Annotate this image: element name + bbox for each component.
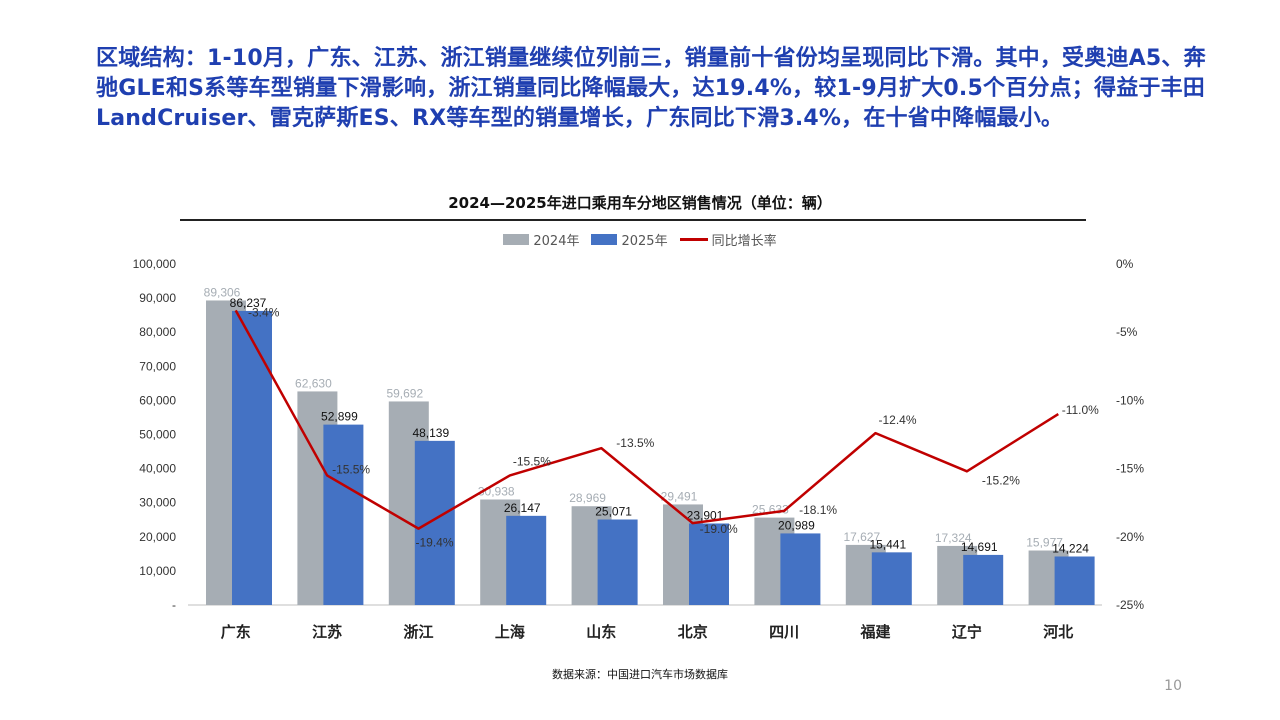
legend-label-2024: 2024年 bbox=[533, 234, 580, 249]
y-left-tick-label: 40,000 bbox=[139, 462, 176, 476]
bar-2025-value-label: 14,691 bbox=[961, 540, 998, 554]
bar-2025-value-label: 26,147 bbox=[504, 501, 541, 515]
growth-rate-value-label: -15.2% bbox=[982, 473, 1020, 487]
legend-swatch-2025 bbox=[591, 234, 618, 245]
page-number: 10 bbox=[1164, 678, 1182, 694]
y-right-tick-label: -20% bbox=[1116, 530, 1144, 544]
bar-2025 bbox=[506, 515, 547, 605]
bar-2024-value-label: 89,306 bbox=[204, 285, 241, 299]
bar-2024-value-label: 28,969 bbox=[569, 491, 606, 505]
x-category-label: 江苏 bbox=[312, 623, 342, 641]
x-category-label: 浙江 bbox=[403, 623, 433, 641]
y-right-tick-label: -10% bbox=[1116, 393, 1144, 407]
y-right-tick-label: -5% bbox=[1116, 325, 1138, 339]
bar-2025-value-label: 14,224 bbox=[1052, 541, 1089, 555]
x-category-label: 山东 bbox=[586, 623, 616, 641]
bar-2024-value-label: 59,692 bbox=[386, 386, 423, 400]
legend-swatch-growth bbox=[679, 238, 708, 241]
legend-item-2025: 2025年 bbox=[591, 230, 668, 249]
growth-rate-value-label: -3.4% bbox=[248, 305, 280, 319]
y-left-tick-label: 90,000 bbox=[139, 291, 176, 305]
growth-rate-value-label: -15.5% bbox=[513, 454, 551, 468]
growth-rate-value-label: -19.4% bbox=[415, 536, 453, 550]
y-left-tick-label: 50,000 bbox=[139, 428, 176, 442]
headline-text: 区域结构：1-10月，广东、江苏、浙江销量继续位列前三，销量前十省份均呈现同比下… bbox=[96, 46, 1206, 131]
growth-rate-value-label: -12.4% bbox=[878, 413, 916, 427]
bar-2025 bbox=[232, 310, 272, 605]
legend-item-growth: 同比增长率 bbox=[679, 230, 777, 249]
bar-2025 bbox=[780, 533, 821, 605]
bar-2024-value-label: 29,491 bbox=[661, 489, 698, 503]
growth-rate-value-label: -15.5% bbox=[332, 462, 370, 476]
bar-2025 bbox=[871, 552, 912, 605]
legend-label-2025: 2025年 bbox=[621, 234, 668, 249]
x-category-label: 辽宁 bbox=[952, 623, 982, 641]
y-left-tick-label: 100,000 bbox=[133, 257, 177, 271]
chart-title: 2024—2025年进口乘用车分地区销售情况（单位：辆） bbox=[448, 194, 832, 212]
x-category-label: 广东 bbox=[221, 623, 251, 641]
x-category-label: 北京 bbox=[678, 623, 708, 641]
y-right-tick-label: 0% bbox=[1116, 257, 1134, 271]
chart-legend: 2024年 2025年 同比增长率 bbox=[0, 230, 1280, 249]
bar-2025 bbox=[414, 440, 455, 605]
x-category-label: 福建 bbox=[859, 623, 891, 641]
data-source-note: 数据来源：中国进口汽车市场数据库 bbox=[552, 668, 728, 681]
growth-rate-value-label: -13.5% bbox=[616, 436, 654, 450]
bar-2024-value-label: 17,627 bbox=[843, 530, 880, 544]
title-divider bbox=[180, 219, 1086, 221]
bar-2025 bbox=[963, 554, 1004, 605]
bar-2025 bbox=[597, 519, 638, 605]
bar-2024-value-label: 17,324 bbox=[935, 531, 972, 545]
growth-rate-value-label: -18.1% bbox=[799, 503, 837, 517]
bar-2025-value-label: 52,899 bbox=[321, 410, 358, 424]
legend-label-growth: 同比增长率 bbox=[711, 234, 777, 249]
y-left-tick-label: 20,000 bbox=[139, 530, 176, 544]
bar-2025 bbox=[1054, 556, 1095, 605]
bar-2025 bbox=[323, 424, 364, 605]
y-right-tick-label: -15% bbox=[1116, 462, 1144, 476]
legend-swatch-2024 bbox=[503, 234, 530, 245]
y-right-tick-label: -25% bbox=[1116, 598, 1144, 612]
bar-2025-value-label: 25,071 bbox=[595, 505, 632, 519]
bar-2024-value-label: 15,977 bbox=[1026, 536, 1063, 550]
bar-2025-value-label: 86,237 bbox=[230, 296, 267, 310]
y-left-tick-label: 80,000 bbox=[139, 325, 176, 339]
bar-2025-value-label: 20,989 bbox=[778, 518, 815, 532]
y-left-tick-label: 10,000 bbox=[139, 564, 176, 578]
bar-2025-value-label: 48,139 bbox=[412, 426, 449, 440]
growth-rate-value-label: -11.0% bbox=[1062, 403, 1099, 417]
bar-2024-value-label: 62,630 bbox=[295, 376, 332, 390]
y-left-tick-label: 60,000 bbox=[139, 393, 176, 407]
y-left-tick-label: 70,000 bbox=[139, 359, 176, 373]
x-category-label: 河北 bbox=[1043, 623, 1073, 641]
legend-item-2024: 2024年 bbox=[503, 230, 579, 249]
bar-2025-value-label: 15,441 bbox=[869, 537, 906, 551]
bar-2025 bbox=[689, 523, 729, 605]
x-category-label: 上海 bbox=[495, 623, 525, 641]
y-left-tick-label: 30,000 bbox=[139, 496, 176, 510]
x-category-label: 四川 bbox=[769, 623, 799, 641]
growth-rate-value-label: -19.0% bbox=[700, 522, 738, 536]
growth-rate-line bbox=[234, 309, 1059, 530]
y-left-tick-label: - bbox=[172, 598, 176, 612]
